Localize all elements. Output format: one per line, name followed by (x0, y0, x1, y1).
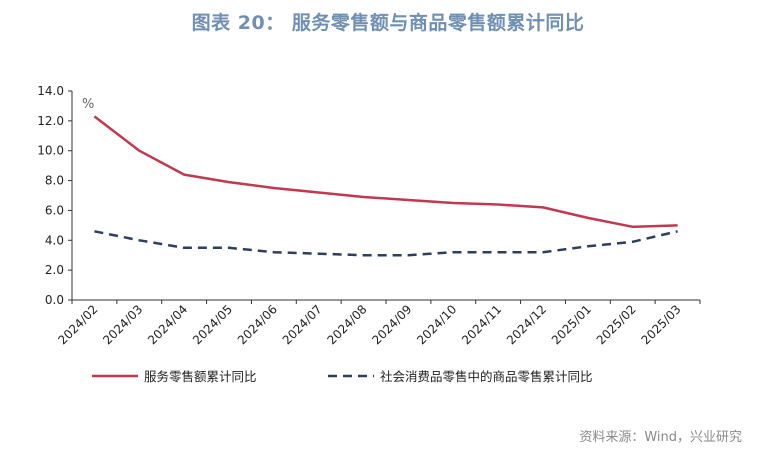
y-tick-label: 10.0 (37, 144, 64, 158)
chart-title: 图表 20： 服务零售额与商品零售额累计同比 (191, 12, 585, 34)
y-tick-label: 14.0 (37, 84, 64, 98)
x-tick-label: 2024/05 (190, 302, 235, 347)
x-tick-label: 2024/04 (145, 302, 190, 347)
x-tick-label: 2024/11 (459, 302, 504, 347)
x-tick-label: 2024/07 (280, 302, 325, 347)
legend-label-2: 社会消费品零售中的商品零售累计同比 (380, 369, 593, 384)
y-tick-label: 4.0 (45, 233, 64, 247)
x-tick-label: 2024/12 (504, 302, 549, 347)
x-tick-label: 2024/08 (325, 302, 370, 347)
x-tick-label: 2025/02 (594, 302, 639, 347)
y-tick-label: 12.0 (37, 114, 64, 128)
y-tick-label: 6.0 (45, 203, 64, 217)
x-tick-label: 2024/06 (235, 302, 280, 347)
x-tick-label: 2024/10 (414, 302, 459, 347)
legend-label-1: 服务零售额累计同比 (144, 369, 257, 384)
y-tick-label: 2.0 (45, 263, 64, 277)
y-tick-label: 8.0 (45, 174, 64, 188)
series-line-1 (93, 115, 678, 229)
series-line-2 (94, 230, 678, 257)
y-tick-label: 0.0 (45, 293, 64, 307)
x-tick-label: 2024/02 (55, 302, 100, 347)
x-tick-label: 2025/01 (549, 302, 594, 347)
y-unit-label: % (82, 97, 94, 112)
x-tick-label: 2024/03 (100, 302, 145, 347)
source-note: 资料来源：Wind，兴业研究 (579, 430, 742, 445)
x-tick-label: 2024/09 (369, 302, 414, 347)
x-tick-label: 2025/03 (639, 302, 684, 347)
